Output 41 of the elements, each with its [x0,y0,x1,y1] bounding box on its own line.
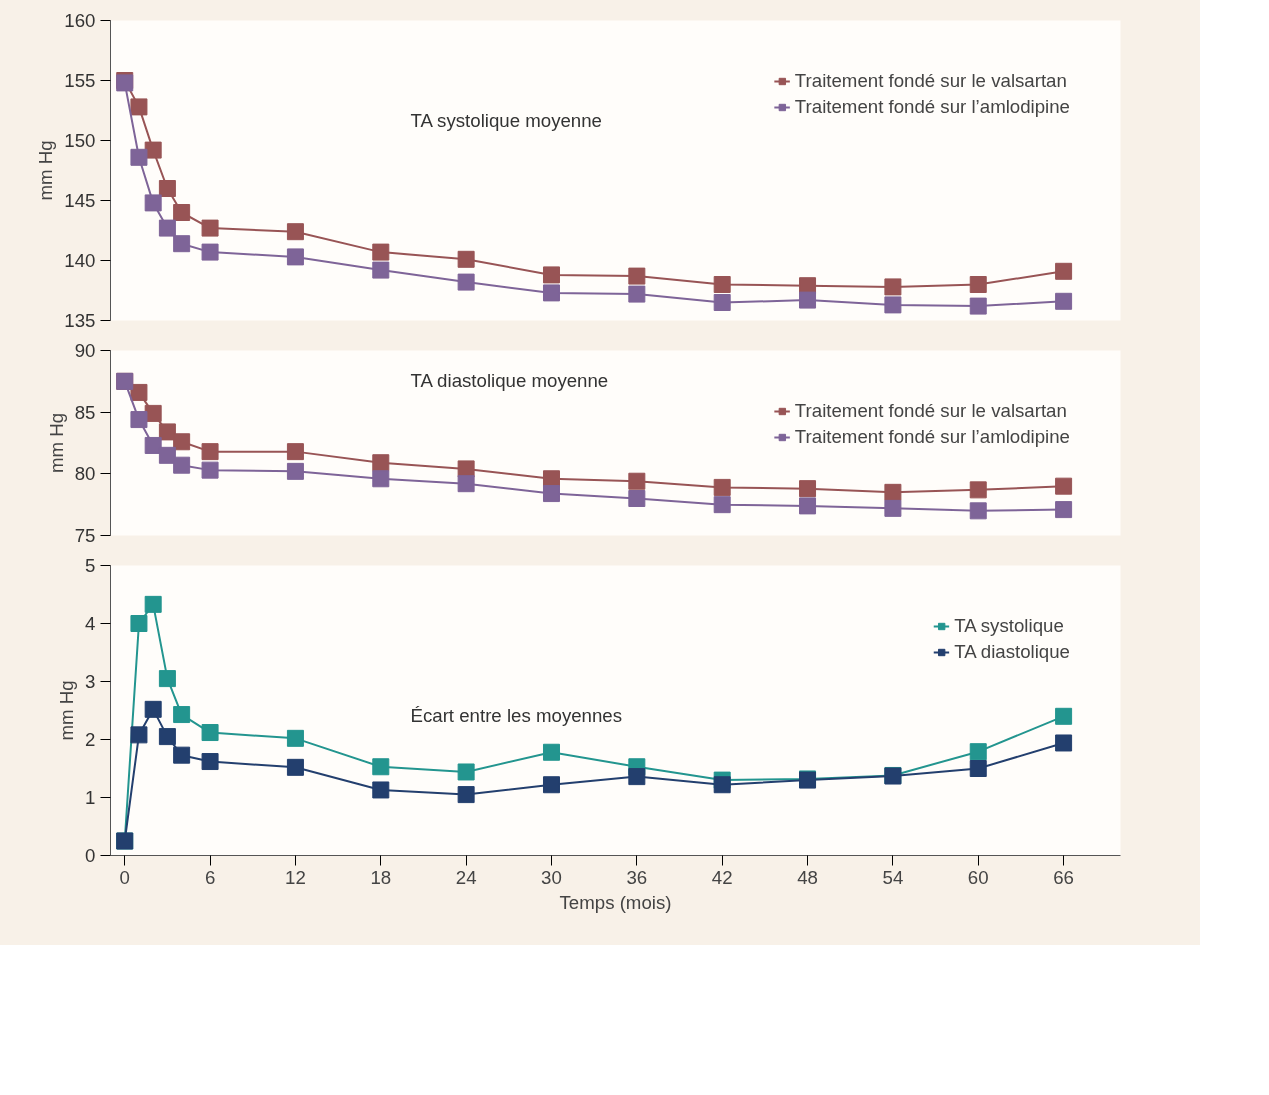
x-tick-label: 18 [370,866,392,888]
x-tick-label: 54 [882,866,904,888]
x-tick-label: 30 [541,866,562,888]
x-axis-title: Temps (mois) [559,891,672,913]
y-axis-title: mm Hg [35,140,57,201]
y-tick-label: 145 [64,190,96,211]
y-axis-title: mm Hg [56,680,78,741]
legend-label: Traitement fondé sur le valsartan [794,70,1067,92]
text: TA diastolique moyenne [410,369,609,391]
x-tick-label: 6 [204,866,216,888]
y-tick-label: 1 [85,787,96,808]
x-tick-label: 42 [711,866,733,888]
x-tick-label: 24 [455,866,477,888]
y-tick-label: 160 [64,10,96,31]
y-tick-label: 155 [64,70,96,91]
legend-label: TA diastolique [954,641,1070,663]
legend-label: Traitement fondé sur l’amlodipine [794,96,1070,118]
x-tick-label: 0 [119,866,130,888]
x-tick-label: 60 [967,866,989,888]
y-tick-label: 2 [85,729,96,750]
text: Écart entre les moyennes [410,704,623,726]
y-tick-label: 150 [64,130,96,151]
x-tick-label: 12 [285,866,306,888]
y-tick-label: 3 [85,671,96,692]
legend-label: TA systolique [954,615,1064,637]
y-tick-label: 75 [74,525,96,546]
y-tick-label: 90 [74,340,96,361]
y-tick-label: 85 [74,401,96,423]
y-tick-label: 140 [64,250,96,271]
y-tick-label: 5 [85,555,96,576]
x-tick-label: 48 [797,866,818,888]
y-tick-label: 135 [64,310,96,331]
y-tick-label: 0 [85,845,96,866]
x-tick-label: 66 [1053,866,1074,888]
y-tick-label: 80 [74,463,96,485]
x-tick-label: 36 [626,866,648,888]
legend-label: Traitement fondé sur l’amlodipine [794,426,1070,448]
text: TA systolique moyenne [410,109,602,131]
legend-label: Traitement fondé sur le valsartan [794,400,1067,422]
y-axis-title: mm Hg [45,412,67,474]
y-tick-label: 4 [85,613,96,634]
